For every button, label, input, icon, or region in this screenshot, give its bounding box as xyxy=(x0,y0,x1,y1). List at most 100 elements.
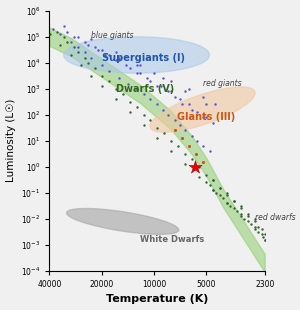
Point xyxy=(224,193,229,198)
Point xyxy=(252,216,257,221)
Point xyxy=(224,201,229,206)
Point xyxy=(141,112,146,117)
Point xyxy=(96,47,101,52)
Point xyxy=(183,128,188,133)
Point xyxy=(169,149,174,154)
Point xyxy=(256,229,260,234)
Point xyxy=(238,211,243,216)
Point xyxy=(75,50,80,55)
Point xyxy=(103,52,108,57)
Point xyxy=(190,107,194,112)
Point xyxy=(145,76,149,81)
Point xyxy=(134,86,139,91)
Point xyxy=(72,34,76,39)
Point xyxy=(124,63,129,68)
Point xyxy=(160,107,165,112)
Point xyxy=(212,102,217,107)
Text: red giants: red giants xyxy=(202,79,241,88)
Point xyxy=(218,185,222,190)
Point xyxy=(72,45,76,50)
Point xyxy=(141,123,146,128)
Point xyxy=(58,32,63,37)
Point xyxy=(221,196,226,201)
Text: blue giants: blue giants xyxy=(92,31,134,40)
Text: Dwarfs (V): Dwarfs (V) xyxy=(116,84,174,94)
Point xyxy=(65,29,70,34)
Y-axis label: Luminosity (L☉): Luminosity (L☉) xyxy=(6,99,16,183)
Point xyxy=(207,149,212,154)
Polygon shape xyxy=(67,209,179,234)
Point xyxy=(179,102,184,107)
Point xyxy=(134,104,139,109)
Point xyxy=(148,117,153,122)
Point xyxy=(231,198,236,203)
Point xyxy=(148,97,153,102)
Point xyxy=(259,227,264,232)
Point xyxy=(256,224,260,229)
Point xyxy=(172,117,177,122)
Point xyxy=(113,58,118,63)
Point xyxy=(134,71,139,76)
Point xyxy=(218,185,222,190)
Point xyxy=(211,188,215,193)
Point xyxy=(106,68,111,73)
Point xyxy=(89,73,94,78)
Point xyxy=(186,102,191,107)
Text: Glants (III): Glants (III) xyxy=(177,113,235,122)
Point xyxy=(200,144,205,148)
Point xyxy=(214,190,219,195)
Point xyxy=(211,188,215,193)
Point xyxy=(155,102,160,107)
Point xyxy=(141,91,146,96)
Point xyxy=(100,73,104,78)
Point xyxy=(224,201,229,206)
Point xyxy=(120,91,125,96)
Point xyxy=(117,55,122,60)
Point xyxy=(79,63,83,68)
Point xyxy=(204,102,208,107)
Point xyxy=(238,203,243,208)
Point xyxy=(165,112,170,117)
Polygon shape xyxy=(64,37,209,73)
Point xyxy=(178,97,182,102)
Point xyxy=(193,151,198,156)
Point xyxy=(113,97,118,102)
Point xyxy=(138,71,142,76)
Point xyxy=(228,203,233,208)
Point xyxy=(117,58,122,63)
Point xyxy=(155,136,160,141)
Point xyxy=(89,55,94,60)
Point xyxy=(54,29,59,34)
Point xyxy=(190,133,194,138)
Point xyxy=(224,190,229,195)
Point xyxy=(85,42,90,47)
Point xyxy=(92,65,97,70)
Point xyxy=(211,177,215,182)
Point xyxy=(148,78,153,83)
Point xyxy=(261,235,266,240)
Point xyxy=(169,78,174,83)
Point xyxy=(165,89,170,94)
Point xyxy=(100,63,104,68)
Point xyxy=(82,55,87,60)
Point xyxy=(61,34,66,39)
Point xyxy=(127,99,132,104)
Point xyxy=(100,47,104,52)
Point xyxy=(162,131,167,135)
X-axis label: Temperature (K): Temperature (K) xyxy=(106,294,208,304)
Point xyxy=(113,50,118,55)
Point xyxy=(252,227,257,232)
Point xyxy=(211,177,215,182)
Point xyxy=(82,50,87,55)
Point xyxy=(204,180,208,185)
Point xyxy=(262,237,267,242)
Point xyxy=(245,219,250,224)
Point xyxy=(100,84,104,89)
Point xyxy=(178,123,182,128)
Point xyxy=(197,175,202,180)
Point xyxy=(65,39,70,44)
Point xyxy=(138,63,142,68)
Point xyxy=(82,39,87,44)
Point xyxy=(106,78,111,83)
Text: White Dwarfs: White Dwarfs xyxy=(140,235,204,244)
